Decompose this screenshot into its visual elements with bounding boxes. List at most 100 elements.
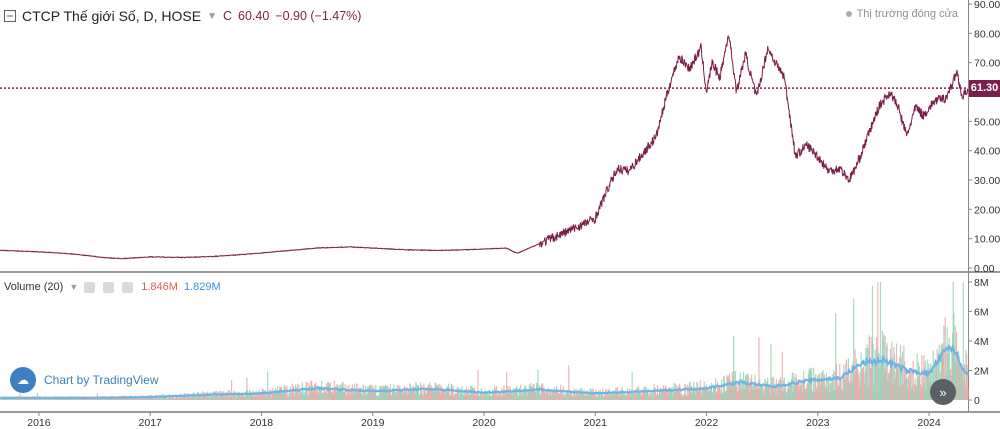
- volume-bar: [847, 374, 849, 400]
- volume-bar: [644, 386, 646, 400]
- volume-bar: [174, 397, 177, 400]
- volume-bar: [66, 397, 68, 400]
- volume-bar: [729, 373, 731, 400]
- volume-bar: [463, 389, 465, 400]
- volume-bar: [732, 375, 734, 400]
- volume-bar: [283, 389, 285, 400]
- volume-bar: [936, 349, 938, 400]
- volume-bar: [302, 388, 304, 400]
- volume-bar: [264, 390, 266, 400]
- volume-bar: [829, 392, 831, 400]
- volume-bar: [730, 380, 732, 400]
- volume-bar: [941, 343, 944, 400]
- volume-bar: [427, 390, 430, 400]
- volume-bar: [898, 386, 900, 400]
- volume-bar: [434, 382, 436, 400]
- volume-bar: [459, 391, 462, 400]
- volume-bar: [94, 399, 96, 400]
- volume-bar: [684, 384, 687, 400]
- volume-bar: [839, 378, 842, 400]
- volume-bar: [811, 390, 813, 400]
- volume-bar: [648, 396, 650, 400]
- volume-bar: [334, 388, 336, 400]
- tradingview-watermark[interactable]: ☁ Chart by TradingView: [10, 367, 159, 393]
- scroll-to-realtime-button[interactable]: »: [930, 379, 956, 405]
- volume-bar: [631, 371, 633, 400]
- volume-bar: [962, 282, 964, 400]
- visibility-toggle-icon[interactable]: [84, 281, 96, 293]
- volume-legend[interactable]: Volume (20) ▼ 1.846M 1.829M: [4, 281, 221, 293]
- volume-bar: [548, 396, 550, 400]
- volume-bar: [293, 385, 295, 400]
- volume-bar: [614, 394, 616, 400]
- volume-bar: [349, 395, 352, 400]
- volume-bar: [114, 397, 116, 400]
- volume-bar: [467, 395, 469, 400]
- volume-bar: [568, 395, 570, 400]
- volume-bar: [755, 381, 757, 400]
- volume-bar: [620, 390, 623, 400]
- volume-bar: [272, 388, 274, 400]
- volume-bar: [454, 392, 456, 400]
- volume-bar: [702, 391, 704, 400]
- volume-bar: [379, 385, 381, 400]
- series-legend[interactable]: CTCP Thế giới Số, D, HOSE ▼ C 60.40 −0.9…: [4, 8, 361, 24]
- volume-bar: [865, 348, 867, 400]
- volume-bar: [287, 396, 289, 400]
- collapse-square-icon[interactable]: [4, 10, 16, 22]
- volume-bar: [181, 397, 183, 400]
- volume-bar: [342, 382, 344, 400]
- volume-bar: [358, 387, 360, 400]
- settings-gear-icon[interactable]: [103, 281, 115, 293]
- volume-bar: [690, 386, 692, 400]
- volume-bar: [14, 398, 16, 400]
- volume-bar: [724, 392, 726, 400]
- volume-bar: [889, 370, 891, 400]
- volume-bar: [951, 332, 954, 400]
- volume-bar: [574, 390, 576, 400]
- volume-bar: [298, 384, 300, 400]
- volume-bar: [819, 372, 821, 400]
- volume-bar: [299, 389, 301, 400]
- caret-down-icon[interactable]: ▼: [207, 10, 217, 22]
- volume-bar: [748, 384, 750, 400]
- volume-bar: [515, 387, 517, 400]
- volume-bar: [432, 391, 434, 400]
- volume-bar: [309, 386, 311, 400]
- volume-bar: [509, 386, 511, 400]
- volume-bar: [564, 396, 566, 400]
- remove-icon[interactable]: [122, 281, 134, 293]
- volume-bar: [566, 393, 568, 400]
- volume-bar: [520, 384, 522, 400]
- volume-bar: [392, 392, 394, 400]
- volume-bar: [740, 389, 742, 400]
- volume-bar: [491, 395, 493, 400]
- volume-bar: [600, 392, 603, 400]
- volume-bar: [412, 385, 414, 400]
- volume-bar: [451, 389, 454, 400]
- volume-bar: [923, 382, 926, 400]
- volume-bar: [130, 398, 133, 400]
- volume-bar: [850, 381, 852, 400]
- volume-bar: [961, 370, 963, 400]
- volume-bar: [226, 392, 228, 400]
- volume-bar: [11, 398, 13, 400]
- caret-down-icon[interactable]: ▼: [69, 282, 79, 292]
- volume-bar: [821, 371, 823, 400]
- volume-bar: [646, 393, 648, 400]
- volume-bar: [608, 389, 611, 400]
- volume-bar: [247, 394, 249, 400]
- volume-bar: [289, 386, 291, 400]
- volume-bar: [682, 395, 684, 400]
- volume-bar: [913, 389, 915, 400]
- volume-bar: [95, 399, 97, 400]
- volume-bar: [420, 390, 422, 400]
- volume-bar: [660, 391, 663, 400]
- volume-bar: [518, 396, 520, 400]
- volume-bar: [937, 354, 940, 400]
- volume-bar: [620, 392, 622, 400]
- volume-bar: [562, 386, 564, 400]
- volume-bar: [512, 394, 514, 400]
- volume-bar: [598, 392, 601, 400]
